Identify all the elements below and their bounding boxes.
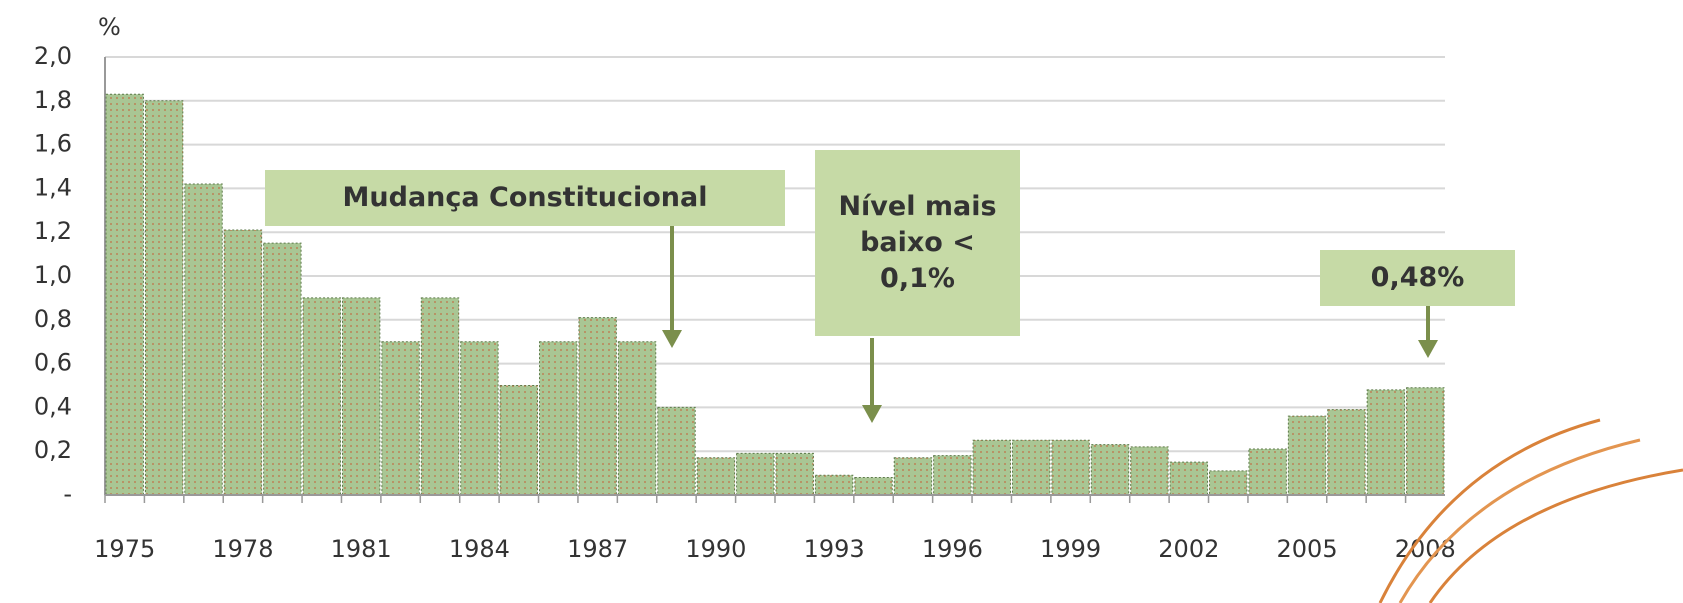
bar-texture <box>1406 387 1444 495</box>
y-tick-label: 0,8 <box>34 305 72 333</box>
bar-texture <box>263 243 302 495</box>
bar-texture <box>973 440 1011 495</box>
bar-texture <box>657 407 696 495</box>
y-tick-label: 1,4 <box>34 173 72 201</box>
y-tick-label: 0,6 <box>34 349 72 377</box>
y-tick-label: 1,8 <box>34 86 72 114</box>
bar-texture <box>618 341 656 495</box>
x-tick-label: 1993 <box>804 535 865 563</box>
y-tick-label: 0,2 <box>34 436 72 464</box>
bar-texture <box>421 297 459 495</box>
y-tick-label: 1,2 <box>34 217 72 245</box>
x-tick-label: 1981 <box>331 535 392 563</box>
annotation: 0,48% <box>1320 250 1515 306</box>
y-axis-label: % <box>98 13 121 41</box>
decoration <box>1398 438 1641 603</box>
y-tick-label: 0,4 <box>34 392 72 420</box>
x-tick-label: 1990 <box>685 535 746 563</box>
x-tick-label: 1999 <box>1040 535 1101 563</box>
y-tick-label: - <box>63 480 72 508</box>
bar-texture <box>776 453 814 495</box>
bar-texture <box>894 457 932 495</box>
bar-texture <box>224 230 262 495</box>
annotation: Mudança Constitucional <box>265 170 785 226</box>
bar-texture <box>303 297 341 495</box>
bar-texture <box>815 475 853 495</box>
x-tick-label: 1987 <box>567 535 628 563</box>
bar-texture <box>1051 440 1090 495</box>
x-tick-label: 2002 <box>1158 535 1219 563</box>
bar-texture <box>460 341 499 495</box>
bar-texture <box>1012 440 1050 495</box>
bar-texture <box>697 457 735 495</box>
bar-texture <box>106 94 144 495</box>
x-tick-label: 1975 <box>94 535 155 563</box>
y-tick-label: 2,0 <box>34 42 72 70</box>
bar-texture <box>1130 446 1169 495</box>
arrows <box>662 226 1438 423</box>
y-tick-label: 1,6 <box>34 130 72 158</box>
bar-texture <box>1367 389 1405 495</box>
x-tick-label: 1996 <box>922 535 983 563</box>
bar-texture <box>736 453 774 495</box>
bar-texture <box>1248 449 1287 495</box>
x-tick-label: 2005 <box>1277 535 1338 563</box>
bar-texture <box>1288 416 1326 495</box>
bar-texture <box>381 341 420 495</box>
x-tick-label: 1978 <box>212 535 273 563</box>
bar-texture <box>1170 462 1208 495</box>
decoration <box>1428 468 1683 603</box>
bar-texture <box>539 341 577 495</box>
bar-texture <box>500 385 538 495</box>
bar-texture <box>145 100 183 496</box>
bar-texture <box>184 184 223 495</box>
bar-texture <box>1091 444 1129 495</box>
bar-texture <box>933 455 972 495</box>
bar-texture <box>1327 409 1366 495</box>
bar-texture <box>854 477 893 495</box>
y-tick-label: 1,0 <box>34 261 72 289</box>
bar-texture <box>342 297 380 495</box>
x-tick-label: 1984 <box>449 535 510 563</box>
bar-texture <box>578 317 617 495</box>
decoration <box>1378 418 1601 603</box>
annotation: Nível mais baixo < 0,1% <box>815 150 1020 336</box>
bar-texture <box>1209 470 1247 495</box>
